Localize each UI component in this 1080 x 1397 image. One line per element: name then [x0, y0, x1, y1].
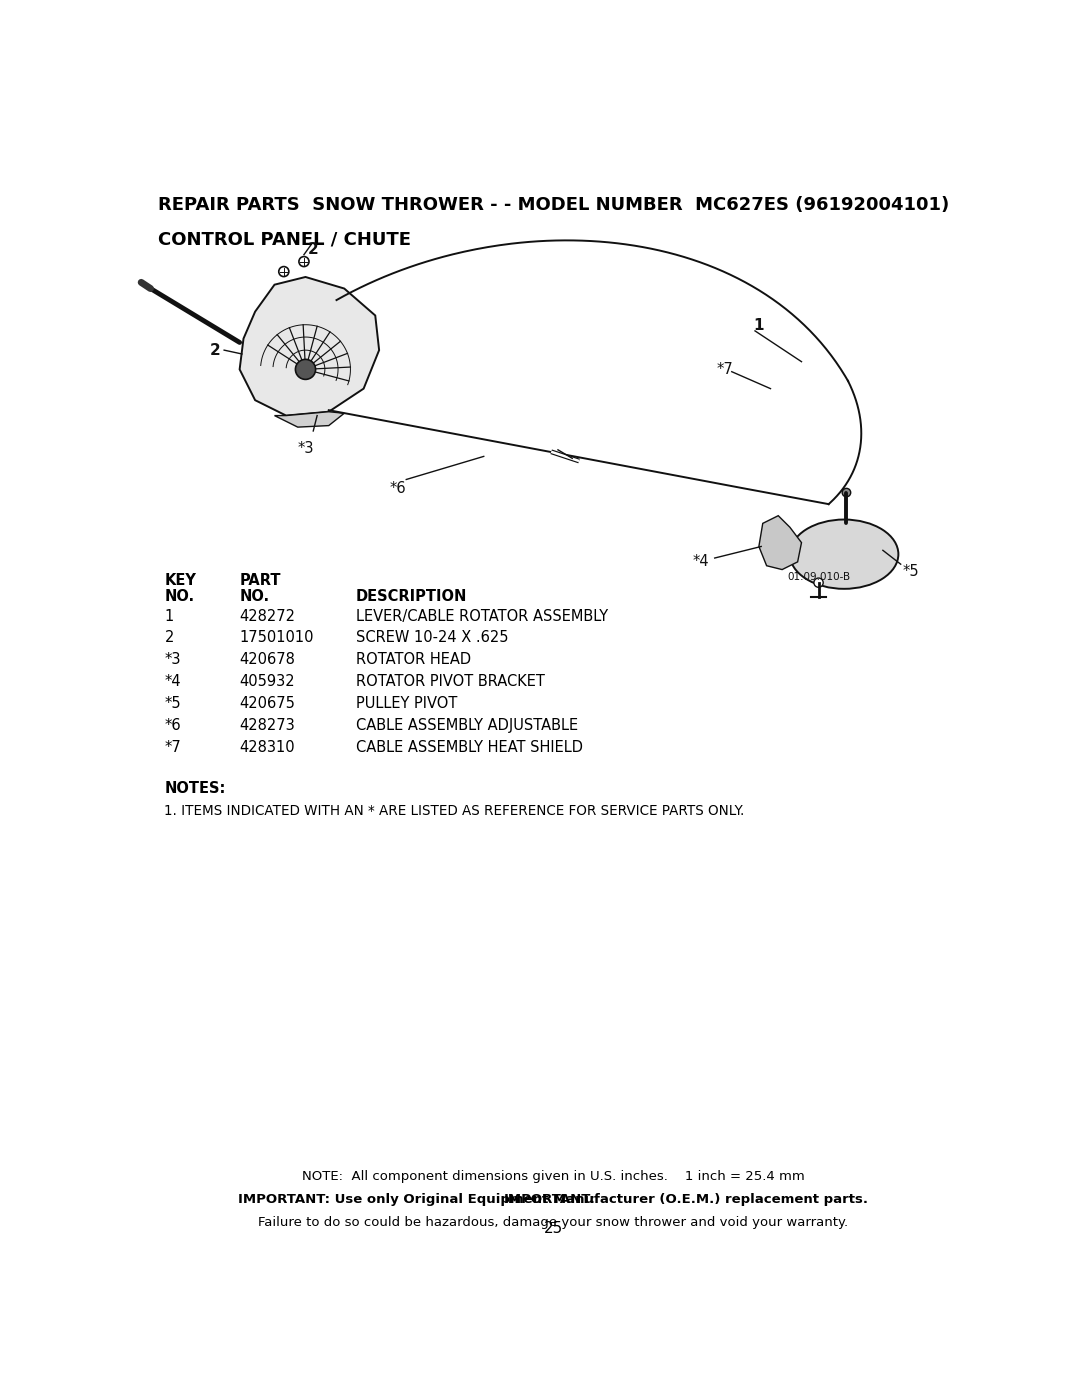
Text: *5: *5 — [902, 564, 919, 580]
Text: 1: 1 — [754, 319, 764, 332]
Text: NOTE:  All component dimensions given in U.S. inches.    1 inch = 25.4 mm: NOTE: All component dimensions given in … — [302, 1171, 805, 1183]
Text: 17501010: 17501010 — [240, 630, 314, 645]
Text: 2: 2 — [308, 242, 319, 257]
Text: PART: PART — [240, 573, 281, 588]
Text: *7: *7 — [716, 362, 733, 377]
Circle shape — [279, 267, 288, 277]
Circle shape — [814, 578, 823, 587]
Text: 1: 1 — [164, 609, 174, 623]
Text: SCREW 10-24 X .625: SCREW 10-24 X .625 — [356, 630, 509, 645]
Text: LEVER/CABLE ROTATOR ASSEMBLY: LEVER/CABLE ROTATOR ASSEMBLY — [356, 609, 608, 623]
Text: 428273: 428273 — [240, 718, 295, 733]
Text: 2: 2 — [210, 342, 220, 358]
Text: *7: *7 — [164, 740, 181, 756]
Text: CONTROL PANEL / CHUTE: CONTROL PANEL / CHUTE — [159, 231, 411, 249]
Text: 2: 2 — [164, 630, 174, 645]
Text: 428310: 428310 — [240, 740, 295, 756]
Text: 25: 25 — [544, 1221, 563, 1235]
Text: DESCRIPTION: DESCRIPTION — [356, 590, 468, 605]
Polygon shape — [274, 412, 345, 427]
Text: 428272: 428272 — [240, 609, 296, 623]
Text: *4: *4 — [693, 555, 710, 570]
Text: ROTATOR PIVOT BRACKET: ROTATOR PIVOT BRACKET — [356, 675, 544, 689]
Text: NO.: NO. — [240, 590, 270, 605]
Circle shape — [842, 489, 851, 497]
Text: *6: *6 — [389, 481, 406, 496]
Text: CABLE ASSEMBLY HEAT SHIELD: CABLE ASSEMBLY HEAT SHIELD — [356, 740, 583, 756]
Text: 1. ITEMS INDICATED WITH AN * ARE LISTED AS REFERENCE FOR SERVICE PARTS ONLY.: 1. ITEMS INDICATED WITH AN * ARE LISTED … — [164, 803, 745, 817]
Text: NO.: NO. — [164, 590, 194, 605]
Text: IMPORTANT: Use only Original Equipment Manufacturer (O.E.M.) replacement parts.: IMPORTANT: Use only Original Equipment M… — [239, 1193, 868, 1206]
Circle shape — [296, 359, 315, 380]
Text: *5: *5 — [164, 696, 181, 711]
Text: CABLE ASSEMBLY ADJUSTABLE: CABLE ASSEMBLY ADJUSTABLE — [356, 718, 578, 733]
Text: *4: *4 — [164, 675, 181, 689]
Text: KEY: KEY — [164, 573, 197, 588]
Text: 420675: 420675 — [240, 696, 296, 711]
Text: REPAIR PARTS  SNOW THROWER - - MODEL NUMBER  MC627ES (96192004101): REPAIR PARTS SNOW THROWER - - MODEL NUMB… — [159, 196, 949, 214]
Text: 405932: 405932 — [240, 675, 295, 689]
Text: ROTATOR HEAD: ROTATOR HEAD — [356, 652, 471, 668]
Text: *3: *3 — [298, 441, 314, 455]
Text: PULLEY PIVOT: PULLEY PIVOT — [356, 696, 457, 711]
Text: 420678: 420678 — [240, 652, 296, 668]
Circle shape — [299, 257, 309, 267]
Text: *3: *3 — [164, 652, 181, 668]
Text: NOTES:: NOTES: — [164, 781, 226, 796]
Text: 01.09.010-B: 01.09.010-B — [787, 571, 851, 581]
Polygon shape — [759, 515, 801, 570]
Text: IMPORTANT:: IMPORTANT: — [503, 1193, 596, 1206]
Text: *6: *6 — [164, 718, 181, 733]
Text: Failure to do so could be hazardous, damage your snow thrower and void your warr: Failure to do so could be hazardous, dam… — [258, 1217, 849, 1229]
Polygon shape — [240, 277, 379, 415]
Ellipse shape — [789, 520, 899, 588]
